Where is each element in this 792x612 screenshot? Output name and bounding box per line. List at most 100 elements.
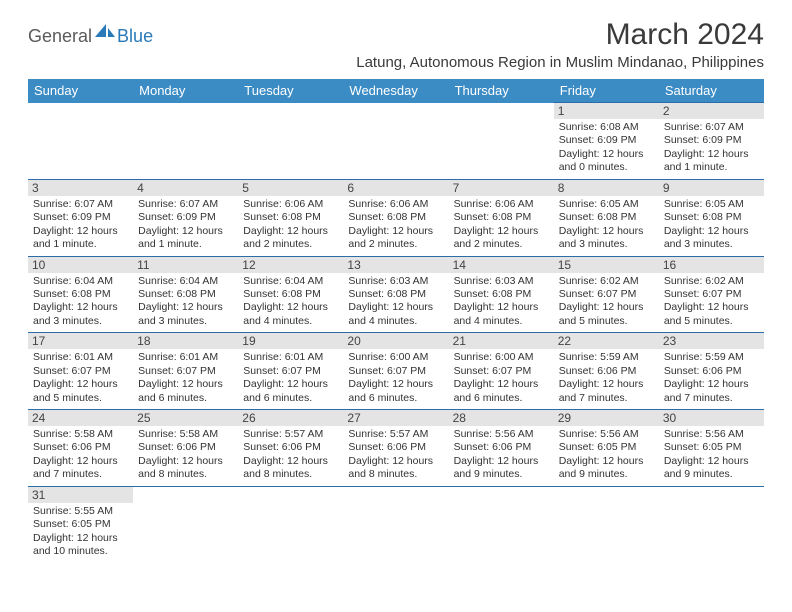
sun-info: Sunrise: 6:03 AMSunset: 6:08 PMDaylight:… — [348, 275, 443, 329]
sun-info: Sunrise: 6:03 AMSunset: 6:08 PMDaylight:… — [454, 275, 549, 329]
calendar-cell: 22 Sunrise: 5:59 AMSunset: 6:06 PMDayligh… — [554, 333, 659, 410]
sun-info: Sunrise: 6:05 AMSunset: 6:08 PMDaylight:… — [664, 198, 759, 252]
day-number: 19 — [238, 333, 343, 349]
brand-text-general: General — [28, 26, 92, 47]
day-number: 30 — [659, 410, 764, 426]
calendar-cell — [238, 486, 343, 562]
calendar-header: SundayMondayTuesdayWednesdayThursdayFrid… — [28, 79, 764, 103]
calendar-cell — [449, 486, 554, 562]
sun-info: Sunrise: 5:55 AMSunset: 6:05 PMDaylight:… — [33, 505, 128, 559]
day-number: 26 — [238, 410, 343, 426]
day-number: 14 — [449, 257, 554, 273]
weekday-header: Thursday — [449, 79, 554, 103]
calendar-cell: 30 Sunrise: 5:56 AMSunset: 6:05 PMDayligh… — [659, 410, 764, 487]
day-number: 20 — [343, 333, 448, 349]
header: General Blue March 2024 — [28, 18, 764, 52]
weekday-header: Friday — [554, 79, 659, 103]
sun-info: Sunrise: 5:57 AMSunset: 6:06 PMDaylight:… — [348, 428, 443, 482]
calendar-cell — [659, 486, 764, 562]
day-number: 6 — [343, 180, 448, 196]
calendar-cell: 20Sunrise: 6:00 AMSunset: 6:07 PMDayligh… — [343, 333, 448, 410]
day-number: 17 — [28, 333, 133, 349]
calendar-cell: 5 Sunrise: 6:06 AMSunset: 6:08 PMDaylight… — [238, 179, 343, 256]
calendar-cell: 4 Sunrise: 6:07 AMSunset: 6:09 PMDaylight… — [133, 179, 238, 256]
calendar-week: 1 Sunrise: 6:08 AMSunset: 6:09 PMDaylight… — [28, 103, 764, 180]
weekday-header: Saturday — [659, 79, 764, 103]
calendar-week: 31 Sunrise: 5:55 AMSunset: 6:05 PMDayligh… — [28, 486, 764, 562]
calendar-cell: 23 Sunrise: 5:59 AMSunset: 6:06 PMDayligh… — [659, 333, 764, 410]
day-number: 31 — [28, 487, 133, 503]
brand-logo: General Blue — [28, 26, 153, 47]
sun-info: Sunrise: 6:05 AMSunset: 6:08 PMDaylight:… — [559, 198, 654, 252]
sun-info: Sunrise: 6:04 AMSunset: 6:08 PMDaylight:… — [243, 275, 338, 329]
calendar-week: 3Sunrise: 6:07 AMSunset: 6:09 PMDaylight… — [28, 179, 764, 256]
calendar-cell: 6Sunrise: 6:06 AMSunset: 6:08 PMDaylight… — [343, 179, 448, 256]
calendar-cell: 7 Sunrise: 6:06 AMSunset: 6:08 PMDaylight… — [449, 179, 554, 256]
day-number: 23 — [659, 333, 764, 349]
day-number: 8 — [554, 180, 659, 196]
calendar-week: 10Sunrise: 6:04 AMSunset: 6:08 PMDayligh… — [28, 256, 764, 333]
sun-info: Sunrise: 5:59 AMSunset: 6:06 PMDaylight:… — [664, 351, 759, 405]
sun-info: Sunrise: 5:57 AMSunset: 6:06 PMDaylight:… — [243, 428, 338, 482]
sun-info: Sunrise: 6:06 AMSunset: 6:08 PMDaylight:… — [454, 198, 549, 252]
calendar-cell: 19Sunrise: 6:01 AMSunset: 6:07 PMDayligh… — [238, 333, 343, 410]
day-number: 9 — [659, 180, 764, 196]
sun-info: Sunrise: 6:00 AMSunset: 6:07 PMDaylight:… — [454, 351, 549, 405]
sun-info: Sunrise: 6:06 AMSunset: 6:08 PMDaylight:… — [243, 198, 338, 252]
calendar-cell — [343, 103, 448, 180]
day-number: 5 — [238, 180, 343, 196]
calendar-cell: 9 Sunrise: 6:05 AMSunset: 6:08 PMDaylight… — [659, 179, 764, 256]
calendar-cell — [133, 486, 238, 562]
day-number: 7 — [449, 180, 554, 196]
day-number: 29 — [554, 410, 659, 426]
location-subtitle: Latung, Autonomous Region in Muslim Mind… — [28, 54, 764, 71]
sun-info: Sunrise: 6:07 AMSunset: 6:09 PMDaylight:… — [138, 198, 233, 252]
calendar-cell: 25Sunrise: 5:58 AMSunset: 6:06 PMDayligh… — [133, 410, 238, 487]
day-number: 16 — [659, 257, 764, 273]
calendar-cell: 10Sunrise: 6:04 AMSunset: 6:08 PMDayligh… — [28, 256, 133, 333]
sun-info: Sunrise: 5:56 AMSunset: 6:05 PMDaylight:… — [664, 428, 759, 482]
calendar-table: SundayMondayTuesdayWednesdayThursdayFrid… — [28, 79, 764, 563]
calendar-cell — [449, 103, 554, 180]
sun-info: Sunrise: 5:59 AMSunset: 6:06 PMDaylight:… — [559, 351, 654, 405]
calendar-week: 24Sunrise: 5:58 AMSunset: 6:06 PMDayligh… — [28, 410, 764, 487]
sun-info: Sunrise: 6:04 AMSunset: 6:08 PMDaylight:… — [33, 275, 128, 329]
calendar-cell: 13 Sunrise: 6:03 AMSunset: 6:08 PMDayligh… — [343, 256, 448, 333]
day-number: 12 — [238, 257, 343, 273]
day-number: 4 — [133, 180, 238, 196]
sun-info: Sunrise: 6:02 AMSunset: 6:07 PMDaylight:… — [664, 275, 759, 329]
calendar-cell: 8 Sunrise: 6:05 AMSunset: 6:08 PMDaylight… — [554, 179, 659, 256]
weekday-header: Monday — [133, 79, 238, 103]
day-number: 2 — [659, 103, 764, 119]
brand-text-blue: Blue — [117, 26, 153, 47]
sun-info: Sunrise: 6:01 AMSunset: 6:07 PMDaylight:… — [138, 351, 233, 405]
calendar-cell: 17 Sunrise: 6:01 AMSunset: 6:07 PMDayligh… — [28, 333, 133, 410]
calendar-cell: 12 Sunrise: 6:04 AMSunset: 6:08 PMDayligh… — [238, 256, 343, 333]
calendar-cell: 15Sunrise: 6:02 AMSunset: 6:07 PMDayligh… — [554, 256, 659, 333]
calendar-cell: 26 Sunrise: 5:57 AMSunset: 6:06 PMDayligh… — [238, 410, 343, 487]
calendar-cell — [28, 103, 133, 180]
day-number: 22 — [554, 333, 659, 349]
calendar-cell: 18Sunrise: 6:01 AMSunset: 6:07 PMDayligh… — [133, 333, 238, 410]
calendar-cell: 27 Sunrise: 5:57 AMSunset: 6:06 PMDayligh… — [343, 410, 448, 487]
calendar-cell: 24Sunrise: 5:58 AMSunset: 6:06 PMDayligh… — [28, 410, 133, 487]
day-number: 1 — [554, 103, 659, 119]
weekday-header: Tuesday — [238, 79, 343, 103]
sun-info: Sunrise: 6:07 AMSunset: 6:09 PMDaylight:… — [664, 121, 759, 175]
sun-info: Sunrise: 6:01 AMSunset: 6:07 PMDaylight:… — [33, 351, 128, 405]
calendar-cell: 3Sunrise: 6:07 AMSunset: 6:09 PMDaylight… — [28, 179, 133, 256]
sun-info: Sunrise: 6:02 AMSunset: 6:07 PMDaylight:… — [559, 275, 654, 329]
calendar-cell: 21Sunrise: 6:00 AMSunset: 6:07 PMDayligh… — [449, 333, 554, 410]
day-number: 27 — [343, 410, 448, 426]
day-number: 24 — [28, 410, 133, 426]
weekday-header: Sunday — [28, 79, 133, 103]
day-number: 13 — [343, 257, 448, 273]
calendar-cell: 29Sunrise: 5:56 AMSunset: 6:05 PMDayligh… — [554, 410, 659, 487]
calendar-cell: 14 Sunrise: 6:03 AMSunset: 6:08 PMDayligh… — [449, 256, 554, 333]
page-title: March 2024 — [606, 18, 764, 52]
calendar-week: 17 Sunrise: 6:01 AMSunset: 6:07 PMDayligh… — [28, 333, 764, 410]
calendar-cell: 1 Sunrise: 6:08 AMSunset: 6:09 PMDaylight… — [554, 103, 659, 180]
calendar-cell — [554, 486, 659, 562]
sun-info: Sunrise: 6:08 AMSunset: 6:09 PMDaylight:… — [559, 121, 654, 175]
sun-info: Sunrise: 5:56 AMSunset: 6:06 PMDaylight:… — [454, 428, 549, 482]
